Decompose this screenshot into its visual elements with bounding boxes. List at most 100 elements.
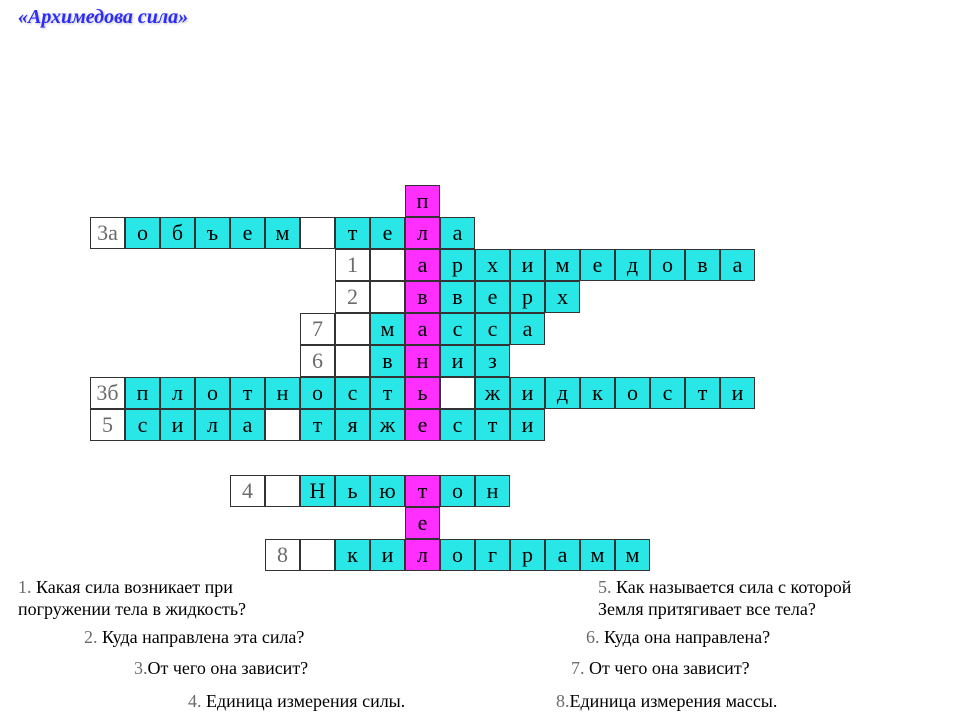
cell-7-4: с xyxy=(475,313,510,345)
cell-3б-12: д xyxy=(545,377,580,409)
cell-8-7: а xyxy=(545,539,580,571)
cell-8-1: к xyxy=(335,539,370,571)
cell-3б-1: л xyxy=(160,377,195,409)
cell-1-2: р xyxy=(440,249,475,281)
cell-8-3: л xyxy=(405,539,440,571)
cell-1-10: а xyxy=(720,249,755,281)
cell-6-0 xyxy=(335,345,370,377)
clue-text: Единица измерения массы. xyxy=(570,691,778,711)
cell-3б-13: к xyxy=(580,377,615,409)
cell-5-7: ж xyxy=(370,409,405,441)
cell-8-0 xyxy=(300,539,335,571)
cell-5-9: с xyxy=(440,409,475,441)
cell-5-6: я xyxy=(335,409,370,441)
cell-1-6: е xyxy=(580,249,615,281)
clue-9: 8.Единица измерения массы. xyxy=(556,690,777,713)
cell-3б-6: с xyxy=(335,377,370,409)
cell-3а-8: л xyxy=(405,217,440,249)
cell-3б-8: ь xyxy=(405,377,440,409)
cell-6-3: и xyxy=(440,345,475,377)
cell-5-8: е xyxy=(405,409,440,441)
clue-number: 8. xyxy=(556,691,570,711)
cell-3а-1: б xyxy=(160,217,195,249)
cell-4-4: т xyxy=(405,475,440,507)
cell-7-2: а xyxy=(405,313,440,345)
clue-4: 4. Единица измерения силы. xyxy=(188,690,405,713)
cell-4-6: н xyxy=(475,475,510,507)
clue-7: 6. Куда она направлена? xyxy=(586,626,770,649)
cell-num-6: 6 xyxy=(300,345,335,377)
cell-4-5: о xyxy=(440,475,475,507)
cell-2-0 xyxy=(370,281,405,313)
clue-text: Какая сила возникает при xyxy=(32,577,233,597)
cell-2-5: х xyxy=(545,281,580,313)
cell-7-5: а xyxy=(510,313,545,345)
cell-1-3: х xyxy=(475,249,510,281)
cell-3б-3: т xyxy=(230,377,265,409)
cell-3а-5 xyxy=(300,217,335,249)
clue-number: 6. xyxy=(586,627,600,647)
clue-number: 1. xyxy=(18,577,32,597)
cell-3б-0: п xyxy=(125,377,160,409)
cell-5-10: т xyxy=(475,409,510,441)
cell-3а-9: а xyxy=(440,217,475,249)
cell-3б-15: с xyxy=(650,377,685,409)
cell-1-0 xyxy=(370,249,405,281)
cell-5-3: а xyxy=(230,409,265,441)
cell-8-4: о xyxy=(440,539,475,571)
clue-text: Земля притягивает все тела? xyxy=(598,599,816,619)
cell-3а-4: м xyxy=(265,217,300,249)
clue-text: От чего она зависит? xyxy=(585,658,750,678)
cell-num-1: 1 xyxy=(335,249,370,281)
cell-2-2: в xyxy=(440,281,475,313)
cell-1-1: а xyxy=(405,249,440,281)
clue-3: 3.От чего она зависит? xyxy=(134,657,308,680)
cell-8-2: и xyxy=(370,539,405,571)
cell-5-4 xyxy=(265,409,300,441)
cell-3а-2: ъ xyxy=(195,217,230,249)
cell-num-8: 8 xyxy=(265,539,300,571)
cell-3б-7: т xyxy=(370,377,405,409)
cell-4-1: Н xyxy=(300,475,335,507)
cell-8-6: р xyxy=(510,539,545,571)
cell-3б-17: и xyxy=(720,377,755,409)
cell-7-1: м xyxy=(370,313,405,345)
cell-3б-4: н xyxy=(265,377,300,409)
cell-3б-11: и xyxy=(510,377,545,409)
cell-1-8: о xyxy=(650,249,685,281)
cell-2-3: е xyxy=(475,281,510,313)
clue-number: 2. xyxy=(84,627,98,647)
cell-num-5: 5 xyxy=(90,409,125,441)
cell-1-9: в xyxy=(685,249,720,281)
cell-5-5: т xyxy=(300,409,335,441)
cell-2-1: в xyxy=(405,281,440,313)
cell-extra-1-4: е xyxy=(405,507,440,539)
cell-6-2: н xyxy=(405,345,440,377)
cell-5-1: и xyxy=(160,409,195,441)
clue-text: Единица измерения силы. xyxy=(202,691,406,711)
cell-3б-2: о xyxy=(195,377,230,409)
clue-number: 4. xyxy=(188,691,202,711)
clue-5: 5. Как называется сила с которой xyxy=(598,576,851,599)
cell-6-4: з xyxy=(475,345,510,377)
cell-2-4: р xyxy=(510,281,545,313)
cell-num-2: 2 xyxy=(335,281,370,313)
cell-4-3: ю xyxy=(370,475,405,507)
cell-1-4: и xyxy=(510,249,545,281)
cell-5-0: с xyxy=(125,409,160,441)
cell-8-5: г xyxy=(475,539,510,571)
cell-8-9: м xyxy=(615,539,650,571)
clue-number: 3. xyxy=(134,658,148,678)
cell-7-0 xyxy=(335,313,370,345)
cell-3б-10: ж xyxy=(475,377,510,409)
cell-5-11: и xyxy=(510,409,545,441)
cell-1-5: м xyxy=(545,249,580,281)
cell-3б-16: т xyxy=(685,377,720,409)
clue-8: 7. От чего она зависит? xyxy=(571,657,750,680)
cell-3б-5: о xyxy=(300,377,335,409)
clue-text: погружении тела в жидкость? xyxy=(18,599,246,619)
clue-number: 7. xyxy=(571,658,585,678)
cell-num-3б: 3б xyxy=(90,377,125,409)
cell-3б-14: о xyxy=(615,377,650,409)
page-title: «Архимедова сила» xyxy=(18,6,188,29)
